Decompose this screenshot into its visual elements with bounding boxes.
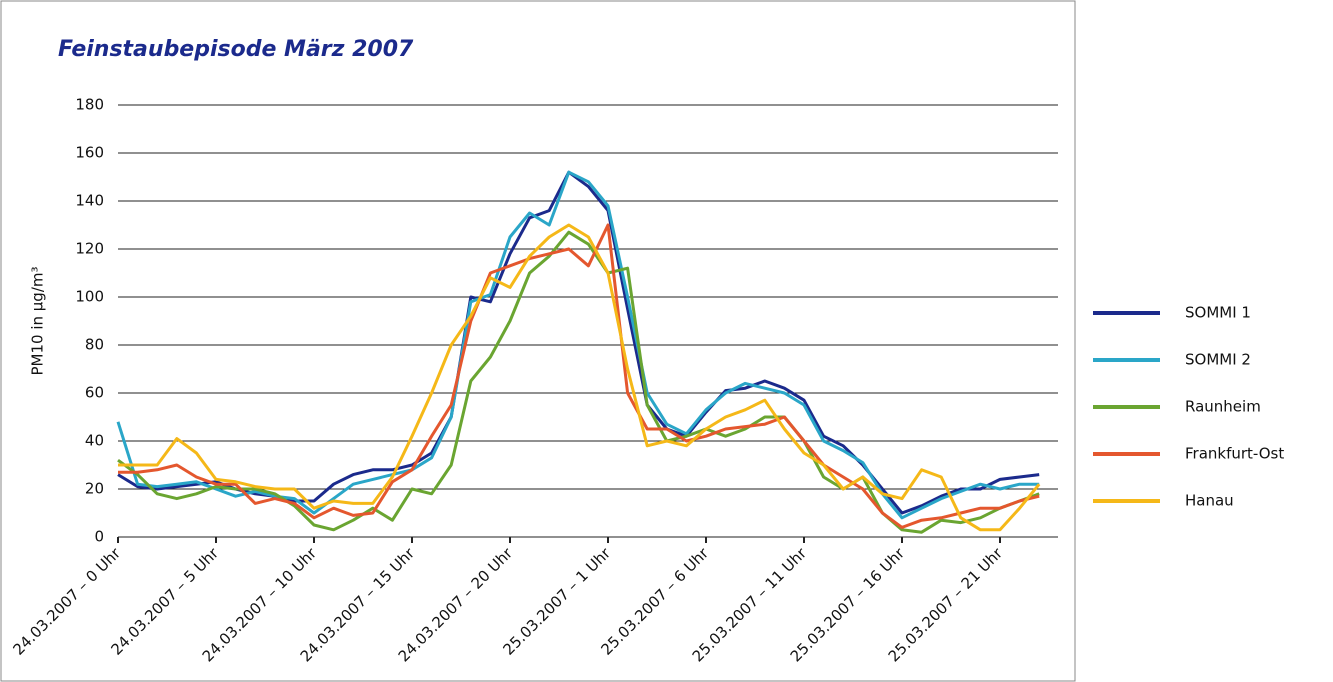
y-tick-label: 80: [85, 336, 104, 354]
y-tick-label: 140: [75, 192, 104, 210]
line-series: [116, 170, 1040, 520]
legend-label: Raunheim: [1185, 398, 1261, 416]
x-tick-label: 24.03.2007 – 5 Uhr: [108, 544, 223, 659]
x-tick-label: 25.03.2007 – 21 Uhr: [885, 544, 1007, 666]
frame: [0, 0, 1076, 682]
x-tick-label: 24.03.2007 – 20 Uhr: [395, 544, 517, 666]
y-tick-label: 60: [85, 384, 104, 402]
line-series: [118, 223, 1040, 529]
y-axis-label: PM10 in µg/m³: [29, 266, 47, 375]
y-tick-label: 40: [85, 432, 104, 450]
x-tick-label: 24.03.2007 – 0 Uhr: [10, 544, 125, 659]
y-tick-label: 0: [94, 528, 104, 546]
chart-title: Feinstaubepisode März 2007: [58, 37, 414, 62]
line-series: [118, 223, 1041, 532]
x-tick-label: 25.03.2007 – 1 Uhr: [500, 544, 615, 659]
y-tick-label: 180: [75, 96, 104, 114]
legend-label: SOMMI 2: [1185, 351, 1251, 369]
y-tick-label: 160: [75, 144, 104, 162]
legend-label: SOMMI 1: [1185, 304, 1251, 322]
legend-label: Hanau: [1185, 492, 1234, 510]
x-tick-label: 25.03.2007 – 6 Uhr: [598, 544, 713, 659]
legend-label: Frankfurt-Ost: [1185, 445, 1284, 463]
y-tick-label: 20: [85, 480, 104, 498]
y-tick-label: 120: [75, 240, 104, 258]
line-series: [117, 170, 1040, 515]
y-tick-label: 100: [75, 288, 104, 306]
